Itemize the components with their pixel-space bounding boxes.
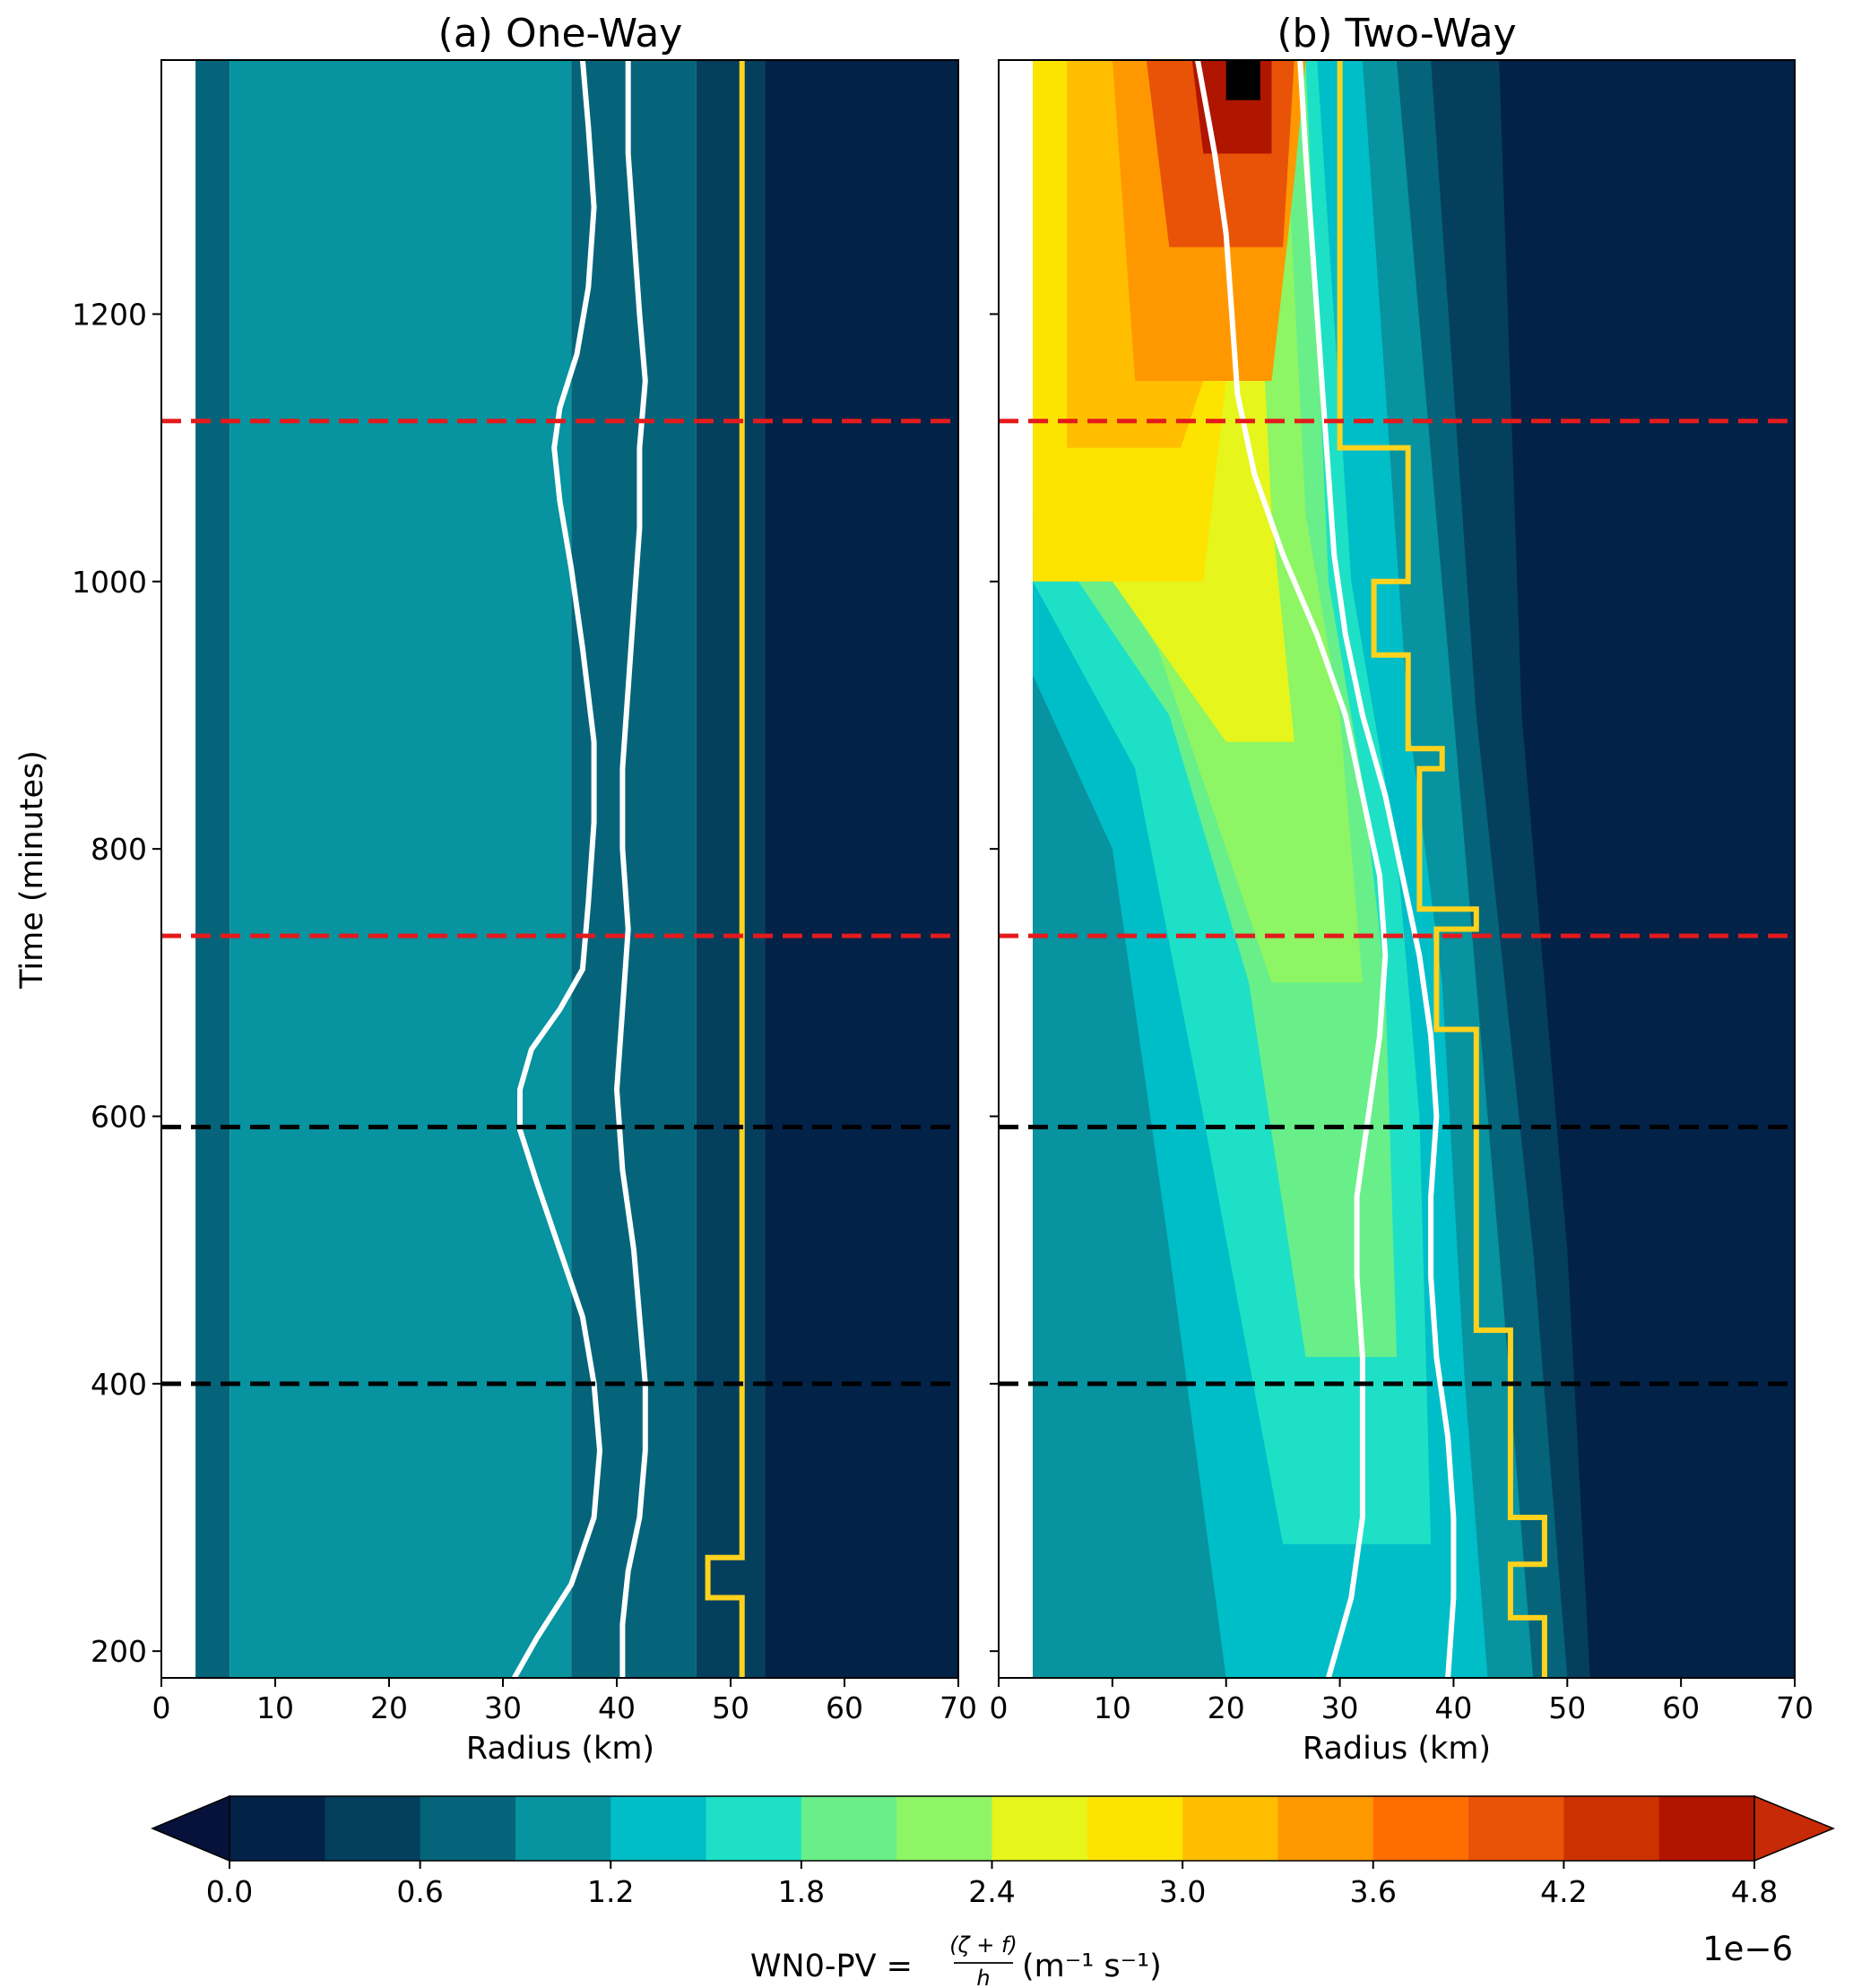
colorbar-swatch (991, 1796, 1088, 1861)
colorbar-label-numerator: (ζ + f) (949, 1932, 1017, 1958)
panel-a-frame (160, 59, 959, 1679)
field-band (765, 60, 958, 1678)
colorbar-tick-label: 4.2 (1540, 1874, 1587, 1909)
colorbar-swatch (706, 1796, 802, 1861)
colorbar-tick-label: 1.8 (778, 1874, 825, 1909)
panel-a-ylabel: Time (minutes) (14, 750, 50, 990)
x-tick-label: 30 (484, 1690, 522, 1725)
white-contour-line (512, 60, 602, 1678)
x-tick-label: 50 (1548, 1690, 1586, 1725)
x-tick-label: 60 (826, 1690, 863, 1725)
x-tick-label: 30 (1321, 1690, 1359, 1725)
y-tick-label: 400 (91, 1367, 147, 1402)
y-tick-label: 800 (91, 832, 147, 867)
colorbar-min-extend (151, 1794, 230, 1863)
x-tick-label: 40 (1434, 1690, 1472, 1725)
colorbar-swatch (325, 1796, 421, 1861)
colorbar-label-denominator: h (976, 1966, 990, 1988)
x-tick-label: 10 (256, 1690, 294, 1725)
y-tick-label: 600 (91, 1099, 147, 1134)
field-band (1225, 60, 1260, 100)
colorbar-tick-label: 1.2 (587, 1874, 634, 1909)
panel-b-title: (b) Two-Way (1277, 11, 1516, 56)
colorbar-exponent: 1e−6 (1702, 1930, 1793, 1968)
x-tick-label: 0 (152, 1690, 171, 1725)
colorbar-tick-label: 3.6 (1350, 1874, 1397, 1909)
x-tick-label: 50 (712, 1690, 749, 1725)
panel-b-plot: 0 10 20 30 40 50 60 70 (990, 59, 1814, 1725)
colorbar-label-units: (m⁻¹ s⁻¹) (1022, 1949, 1162, 1984)
panel-a-xlabel: Radius (km) (466, 1731, 654, 1767)
field-band (195, 60, 230, 1678)
y-tick-label: 1200 (72, 297, 147, 332)
colorbar-label: WN0-PV = (ζ + f) h (m⁻¹ s⁻¹) (750, 1932, 1162, 1988)
panel-b-field (1033, 60, 1795, 1678)
colorbar-swatch (420, 1796, 516, 1861)
colorbar-label-main: WN0-PV = (750, 1949, 913, 1984)
colorbar-tick-label: 2.4 (968, 1874, 1015, 1909)
field-band (696, 60, 766, 1678)
panel-a-contours (161, 60, 958, 1678)
colorbar-swatch (515, 1796, 611, 1861)
colorbar-swatch (1372, 1796, 1469, 1861)
white-contour-line (1195, 60, 1389, 1678)
colorbar-tick-label: 0.0 (206, 1874, 253, 1909)
colorbar-swatch (610, 1796, 707, 1861)
x-tick-label: 20 (370, 1690, 408, 1725)
y-tick-label: 1000 (72, 565, 147, 600)
x-tick-label: 70 (1776, 1690, 1814, 1725)
x-tick-label: 10 (1094, 1690, 1131, 1725)
colorbar-swatch (801, 1796, 897, 1861)
x-tick-label: 0 (990, 1690, 1009, 1725)
x-tick-label: 60 (1662, 1690, 1700, 1725)
panel-b-ticks: 0 10 20 30 40 50 60 70 (990, 313, 1814, 1725)
colorbar-max-extend (1753, 1794, 1835, 1863)
yellow-contour-line (1337, 60, 1547, 1678)
colorbar-swatch (1468, 1796, 1564, 1861)
colorbar-tick-label: 0.6 (396, 1874, 443, 1909)
panel-b-frame (998, 59, 1796, 1679)
yellow-contour-line (705, 60, 745, 1678)
panel-a-title: (a) One-Way (438, 11, 683, 56)
colorbar-swatch (1277, 1796, 1374, 1861)
panel-a-field (195, 60, 958, 1678)
colorbar-swatch (1658, 1796, 1755, 1861)
colorbar-swatch (1182, 1796, 1278, 1861)
colorbar-swatch (1563, 1796, 1660, 1861)
colorbar: 0.0 0.6 1.2 1.8 2.4 3.0 3.6 4.2 4.8 (151, 1794, 1835, 1909)
x-tick-label: 70 (939, 1690, 977, 1725)
x-tick-label: 40 (598, 1690, 636, 1725)
colorbar-swatch (896, 1796, 992, 1861)
panel-b-contours (999, 60, 1795, 1678)
colorbar-tick-label: 3.0 (1159, 1874, 1206, 1909)
colorbar-swatch (229, 1796, 325, 1861)
white-contour-line (1297, 60, 1457, 1678)
colorbar-swatch (1087, 1796, 1183, 1861)
white-contour-line (614, 60, 648, 1678)
colorbar-tick-label: 4.8 (1731, 1874, 1778, 1909)
panel-a-plot: 0 10 20 30 40 50 60 70 200 400 600 800 1000 1200 (72, 59, 977, 1725)
field-band (229, 60, 572, 1678)
panel-a-ticks: 0 10 20 30 40 50 60 70 200 400 600 800 1000 1200 (72, 297, 977, 1725)
panel-b-xlabel: Radius (km) (1303, 1731, 1491, 1767)
y-tick-label: 200 (91, 1634, 147, 1669)
x-tick-label: 20 (1208, 1690, 1245, 1725)
